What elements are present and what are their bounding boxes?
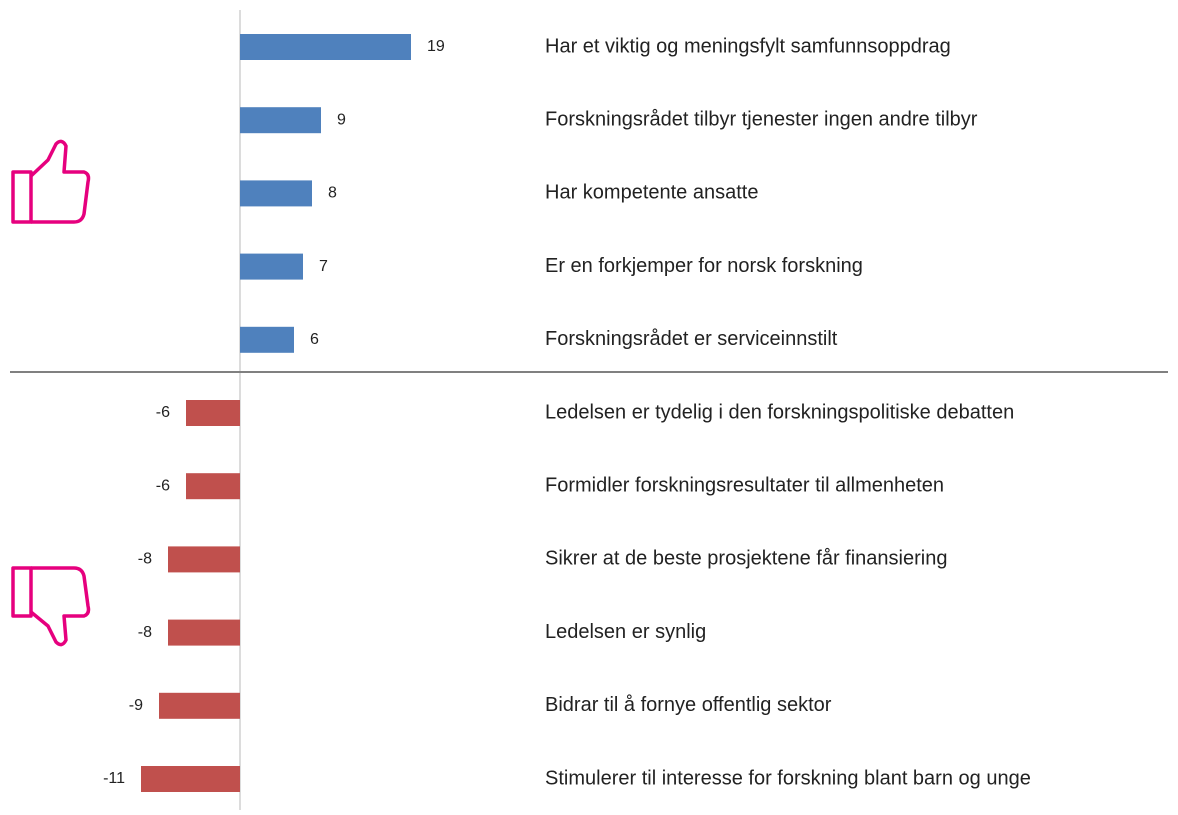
value-label: 8: [328, 185, 337, 202]
value-label: 7: [319, 258, 328, 275]
value-label: -9: [129, 697, 143, 714]
value-label: 19: [427, 38, 445, 55]
value-label: -8: [138, 624, 152, 641]
bar: [240, 107, 321, 134]
category-label: Er en forkjemper for norsk forskning: [545, 255, 863, 277]
value-label: -8: [138, 551, 152, 568]
bar: [240, 180, 312, 207]
bar: [240, 253, 303, 280]
category-label: Stimulerer til interesse for forskning b…: [545, 767, 1031, 789]
category-label: Har kompetente ansatte: [545, 182, 758, 204]
bar: [159, 692, 240, 719]
bar: [141, 766, 240, 792]
category-label: Ledelsen er synlig: [545, 621, 706, 643]
value-label: -6: [156, 477, 170, 494]
thumbs-down-icon: [11, 566, 91, 647]
bar: [240, 34, 411, 60]
thumbs-up-icon: [11, 139, 91, 224]
category-label: Bidrar til å fornye offentlig sektor: [545, 694, 832, 716]
bar: [168, 619, 240, 646]
category-label: Forskningsrådet er serviceinnstilt: [545, 328, 838, 350]
category-label: Sikrer at de beste prosjektene får finan…: [545, 548, 947, 570]
value-label: 6: [310, 331, 319, 348]
category-label: Forskningsrådet tilbyr tjenester ingen a…: [545, 108, 978, 130]
value-label: 9: [337, 111, 346, 128]
value-label: -11: [103, 770, 125, 787]
category-label: Har et viktig og meningsfylt samfunnsopp…: [545, 35, 951, 57]
value-label: -6: [156, 404, 170, 421]
category-label: Formidler forskningsresultater til allme…: [545, 474, 944, 496]
bar: [168, 546, 240, 573]
bar: [186, 400, 240, 426]
bar: [186, 473, 240, 500]
category-label: Ledelsen er tydelig i den forskningspoli…: [545, 401, 1014, 423]
bar: [240, 326, 294, 353]
